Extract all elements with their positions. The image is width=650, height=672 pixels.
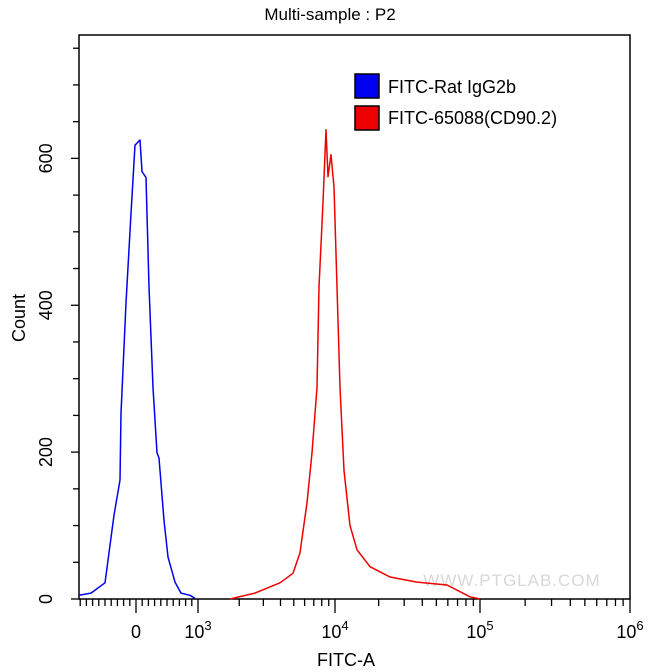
x-tick-label: 106 bbox=[616, 618, 643, 642]
y-tick-label: 400 bbox=[36, 290, 56, 320]
legend-label-isotype: FITC-Rat IgG2b bbox=[388, 77, 516, 97]
x-tick-labels: 0 103 104 105 106 bbox=[131, 618, 644, 642]
x-axis-label: FITC-A bbox=[317, 650, 375, 670]
x-tick-label: 104 bbox=[321, 618, 348, 642]
y-tick-label: 200 bbox=[36, 437, 56, 467]
axis-ticks bbox=[71, 47, 631, 613]
y-tick-label: 0 bbox=[36, 594, 56, 604]
x-tick-exponent: 6 bbox=[636, 618, 643, 633]
watermark: WWW.PTGLAB.COM bbox=[423, 571, 600, 590]
x-tick-label: 0 bbox=[131, 622, 141, 642]
legend: FITC-Rat IgG2b FITC-65088(CD90.2) bbox=[354, 73, 557, 131]
y-axis-label: Count bbox=[9, 294, 29, 342]
x-tick-exponent: 3 bbox=[204, 618, 211, 633]
x-tick-label: 105 bbox=[466, 618, 493, 642]
legend-label-cd90: FITC-65088(CD90.2) bbox=[388, 108, 557, 128]
chart-title: Multi-sample : P2 bbox=[264, 5, 395, 24]
y-tick-label: 600 bbox=[36, 143, 56, 173]
series-line-1 bbox=[229, 128, 481, 600]
x-tick-exponent: 5 bbox=[486, 618, 493, 633]
series-line-0 bbox=[78, 139, 196, 599]
legend-swatch-isotype bbox=[354, 73, 380, 99]
plot-frame bbox=[78, 34, 631, 600]
x-tick-label: 103 bbox=[184, 618, 211, 642]
x-tick-exponent: 4 bbox=[341, 618, 348, 633]
series-group bbox=[78, 128, 481, 600]
y-tick-labels: 0 200 400 600 bbox=[36, 143, 56, 604]
legend-swatch-cd90 bbox=[354, 105, 380, 131]
